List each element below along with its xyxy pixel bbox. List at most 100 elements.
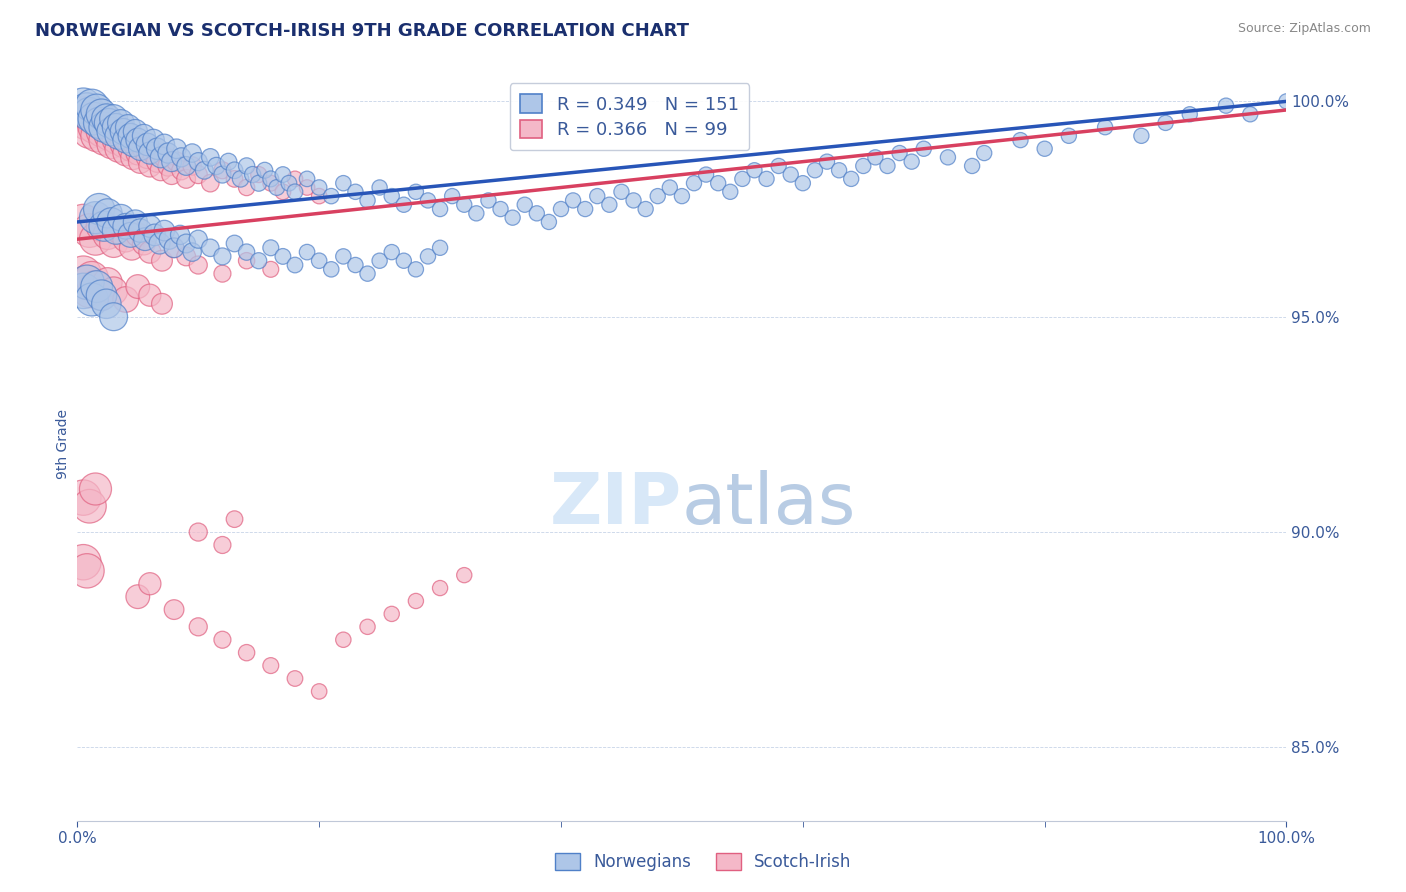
Point <box>96 275 118 289</box>
Legend: Norwegians, Scotch-Irish: Norwegians, Scotch-Irish <box>546 845 860 880</box>
Point <box>169 227 191 242</box>
Point <box>211 267 233 281</box>
Point <box>1010 133 1032 147</box>
Point <box>72 98 94 112</box>
Point <box>200 150 222 164</box>
Point <box>148 236 170 251</box>
Point <box>129 223 152 237</box>
Point <box>107 142 129 156</box>
Point <box>160 154 183 169</box>
Point <box>114 293 136 307</box>
Point <box>105 120 128 135</box>
Point <box>100 215 122 229</box>
Point <box>260 176 283 190</box>
Point <box>634 202 657 216</box>
Point <box>187 258 209 272</box>
Point <box>295 245 318 260</box>
Point <box>97 116 120 130</box>
Point <box>83 112 105 126</box>
Point <box>139 288 162 302</box>
Point <box>142 133 165 147</box>
Point <box>84 482 107 496</box>
Point <box>278 176 301 190</box>
Point <box>79 223 101 237</box>
Point <box>139 146 162 161</box>
Point <box>260 241 283 255</box>
Point <box>453 198 475 212</box>
Point <box>1239 107 1261 121</box>
Point <box>170 150 193 164</box>
Point <box>489 202 512 216</box>
Point <box>96 120 118 135</box>
Point <box>647 189 669 203</box>
Text: NORWEGIAN VS SCOTCH-IRISH 9TH GRADE CORRELATION CHART: NORWEGIAN VS SCOTCH-IRISH 9TH GRADE CORR… <box>35 22 689 40</box>
Point <box>117 133 139 147</box>
Point <box>839 172 862 186</box>
Point <box>103 236 125 251</box>
Point <box>960 159 983 173</box>
Point <box>87 116 110 130</box>
Point <box>127 279 149 293</box>
Point <box>513 198 536 212</box>
Point <box>260 262 283 277</box>
Point <box>181 245 204 260</box>
Point <box>381 245 404 260</box>
Point <box>187 524 209 539</box>
Point <box>72 215 94 229</box>
Point <box>260 658 283 673</box>
Point <box>160 168 183 182</box>
Point <box>83 120 105 135</box>
Point <box>90 219 112 234</box>
Point <box>381 607 404 621</box>
Point <box>153 150 176 164</box>
Point <box>200 241 222 255</box>
Point <box>72 555 94 569</box>
Point <box>405 262 427 277</box>
Point <box>284 172 307 186</box>
Point <box>105 133 128 147</box>
Point <box>368 180 391 194</box>
Point <box>100 124 122 138</box>
Point <box>224 172 246 186</box>
Point <box>87 202 110 216</box>
Point <box>72 284 94 298</box>
Point <box>271 185 294 199</box>
Point <box>103 284 125 298</box>
Point <box>181 159 204 173</box>
Point <box>477 194 499 208</box>
Point <box>731 172 754 186</box>
Text: ZIP: ZIP <box>550 469 682 539</box>
Point <box>86 279 108 293</box>
Point <box>124 124 146 138</box>
Point <box>405 185 427 199</box>
Point <box>889 146 911 161</box>
Point <box>96 112 118 126</box>
Point <box>127 133 149 147</box>
Point <box>80 98 103 112</box>
Point <box>1215 98 1237 112</box>
Point <box>117 120 139 135</box>
Point <box>586 189 609 203</box>
Point <box>122 137 145 152</box>
Point <box>235 646 257 660</box>
Point <box>562 194 585 208</box>
Point <box>610 185 633 199</box>
Point <box>110 116 132 130</box>
Point <box>308 189 330 203</box>
Point <box>224 512 246 526</box>
Point <box>103 310 125 324</box>
Point <box>96 206 118 220</box>
Point <box>80 271 103 285</box>
Point <box>143 227 166 242</box>
Point <box>76 116 98 130</box>
Point <box>139 245 162 260</box>
Point <box>308 684 330 698</box>
Point <box>321 189 343 203</box>
Point <box>76 275 98 289</box>
Point <box>132 128 155 143</box>
Point <box>79 107 101 121</box>
Point <box>153 137 176 152</box>
Point <box>120 142 142 156</box>
Point <box>356 267 378 281</box>
Point <box>136 150 159 164</box>
